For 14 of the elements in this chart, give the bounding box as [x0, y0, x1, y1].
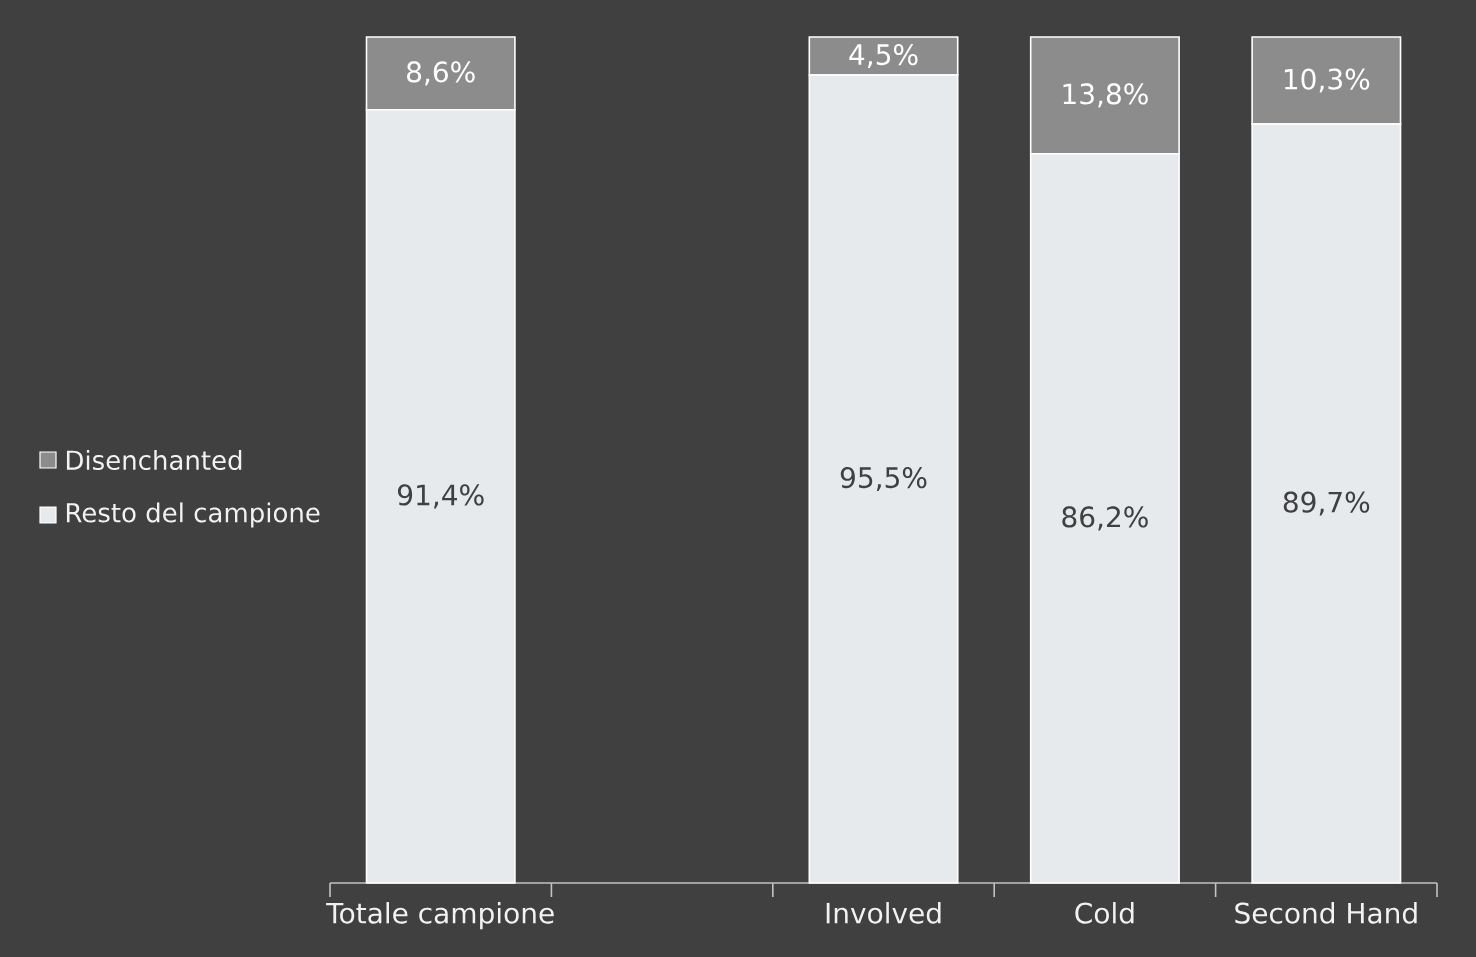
- x-tick-label: Second Hand: [1235, 902, 1417, 924]
- x-tick-label: Cold: [1075, 902, 1134, 924]
- data-label: 10,3%: [1284, 68, 1370, 93]
- data-label: 4,5%: [849, 43, 918, 69]
- x-tick-label: Totale campione: [326, 902, 554, 930]
- data-label: 86,2%: [1062, 506, 1148, 531]
- x-tick-label: Involved: [826, 902, 941, 924]
- data-label: 13,8%: [1063, 83, 1148, 108]
- data-label: 95,5%: [840, 466, 927, 492]
- legend-label: Disenchanted: [66, 449, 242, 471]
- legend-label: Resto del campione: [66, 502, 320, 528]
- data-label: 8,6%: [407, 61, 475, 86]
- data-label: 91,4%: [397, 484, 484, 509]
- data-label: 89,7%: [1283, 491, 1370, 516]
